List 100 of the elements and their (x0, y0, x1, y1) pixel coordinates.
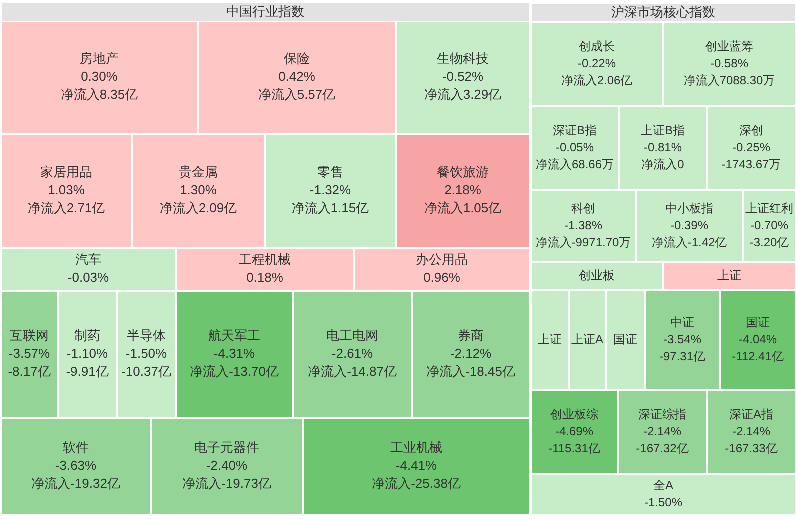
data-label: 净流入-19.32亿 (32, 476, 120, 492)
data-label: 0.30% (81, 69, 118, 84)
data-label: 净流入-1.42亿 (652, 235, 728, 250)
data-label: -0.25% (732, 140, 771, 154)
data-label: -8.17亿 (8, 364, 51, 380)
category-label: 电工电网 (326, 328, 378, 344)
data-label: -3.54% (663, 332, 702, 346)
category-label: 上证红利 (746, 201, 794, 216)
data-label: 净流入-13.70亿 (190, 364, 279, 380)
data-label: -3.20亿 (750, 235, 790, 250)
category-label: 房地产 (80, 51, 119, 66)
data-label: 净流入7088.30万 (684, 73, 776, 88)
data-label: -112.41亿 (732, 349, 784, 364)
data-label: 净流入-18.45亿 (426, 364, 516, 380)
data-label: -97.31亿 (659, 349, 706, 364)
data-label: 净流入2.71亿 (28, 200, 106, 216)
category-label: 科创 (572, 201, 596, 216)
data-label: -4.41% (396, 458, 438, 474)
data-label: -1.32% (310, 182, 352, 198)
data-label: 净流入0 (642, 157, 685, 172)
category-label: 零售 (318, 164, 344, 180)
data-label: -3.57% (8, 346, 51, 362)
data-label: 净流入-25.38亿 (372, 476, 461, 492)
category-label: 创业板 (579, 268, 615, 282)
category-label: 深证综指 (638, 407, 686, 422)
data-label: -2.61% (332, 346, 374, 362)
category-label: 家居用品 (40, 164, 92, 180)
category-label: 半导体 (127, 328, 166, 344)
category-label: 全A (653, 478, 674, 492)
category-label: 国证 (614, 332, 638, 346)
category-label: 工程机械 (239, 252, 291, 268)
data-label: 净流入2.09亿 (160, 200, 238, 216)
data-label: 净流入-19.73亿 (182, 476, 272, 492)
data-label: 净流入3.29亿 (424, 87, 502, 102)
category-label: 创业蓝筹 (706, 39, 754, 54)
data-label: -10.37亿 (122, 364, 172, 380)
data-label: -0.81% (644, 140, 682, 154)
category-label: 工业机械 (390, 440, 442, 456)
category-label: 国证 (746, 315, 770, 330)
data-label: -2.14% (732, 424, 771, 438)
category-label: 生物科技 (437, 51, 489, 66)
category-label: 创成长 (579, 39, 615, 54)
category-label: 航天军工 (208, 328, 260, 344)
data-label: 0.18% (246, 270, 284, 286)
data-label: -1.50% (126, 346, 168, 362)
data-label: -0.05% (556, 140, 594, 154)
data-label: -2.14% (643, 424, 682, 438)
category-label: 深创 (740, 123, 764, 138)
category-label: 制药 (74, 328, 100, 344)
data-label: 净流入-9971.70万 (536, 235, 632, 250)
data-label: -9.91亿 (66, 364, 109, 380)
data-label: -1.38% (564, 218, 603, 232)
data-label: -115.31亿 (548, 441, 600, 456)
data-label: -0.70% (750, 218, 789, 232)
data-label: 1.30% (180, 182, 218, 198)
data-label: 0.42% (278, 69, 316, 84)
data-label: -1743.67万 (722, 157, 782, 172)
category-label: 深证B指 (552, 123, 598, 138)
category-label: 上证A (571, 332, 604, 346)
data-label: -0.52% (442, 69, 484, 84)
data-label: -1.50% (644, 495, 683, 510)
category-label: 中小板指 (666, 201, 714, 216)
category-label: 餐饮旅游 (437, 164, 489, 180)
data-label: -2.40% (206, 458, 248, 474)
data-label: -0.39% (670, 218, 709, 232)
data-label: -0.03% (68, 270, 110, 286)
data-label: 1.03% (48, 182, 86, 198)
data-label: 0.96% (424, 270, 461, 286)
category-label: 互联网 (10, 328, 49, 344)
data-label: -4.31% (214, 346, 256, 362)
data-label: -0.58% (710, 56, 749, 70)
data-label: -3.63% (55, 458, 98, 474)
data-label: -167.33亿 (725, 441, 778, 456)
category-label: 上证 (718, 268, 742, 282)
data-label: 净流入1.05亿 (424, 200, 502, 216)
data-label: -1.10% (66, 346, 109, 362)
category-label: 创业板综 (550, 407, 598, 422)
data-label: -2.12% (450, 346, 492, 362)
category-label: 券商 (458, 328, 484, 344)
category-label: 上证B指 (640, 123, 686, 138)
category-label: 办公用品 (416, 252, 468, 268)
data-label: 净流入8.35亿 (60, 87, 138, 102)
data-label: 净流入68.66万 (536, 157, 614, 172)
category-label: 贵金属 (179, 164, 218, 180)
data-label: -0.22% (578, 56, 616, 70)
data-label: -167.32亿 (636, 441, 689, 456)
data-label: 净流入1.15亿 (292, 200, 370, 216)
data-label: 净流入-14.87亿 (308, 364, 397, 380)
category-label: 保险 (284, 51, 310, 66)
data-label: -4.04% (738, 332, 778, 346)
category-label: 中证 (670, 315, 694, 330)
data-label: 净流入5.57亿 (258, 87, 336, 102)
category-label: 软件 (63, 440, 89, 456)
data-label: 净流入2.06亿 (561, 73, 633, 88)
category-label: 电子元器件 (194, 440, 260, 456)
category-label: 汽车 (76, 252, 102, 268)
category-label: 深证A指 (729, 407, 774, 422)
text: 中国行业指数 (226, 4, 304, 20)
text: 沪深市场核心指数 (612, 4, 716, 20)
data-label: -4.69% (555, 424, 594, 438)
